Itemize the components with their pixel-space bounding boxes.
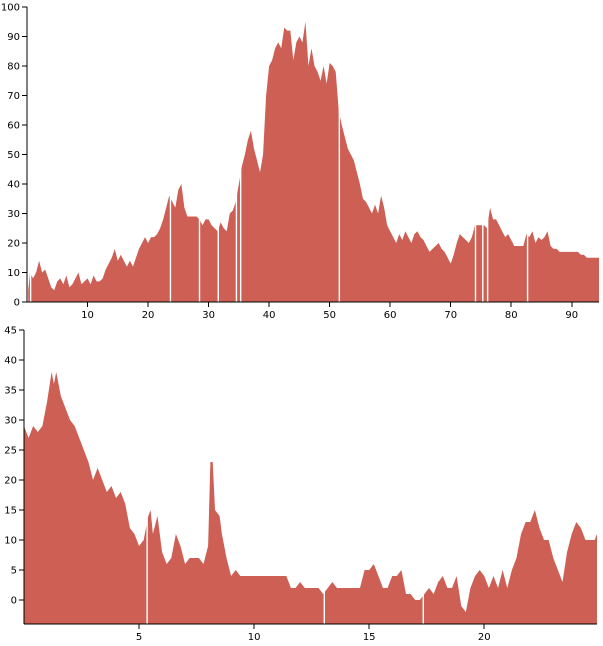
top-y-tick-label-6: 60 [7, 121, 20, 132]
area-chart-top: 0 10 20 30 40 50 60 70 80 90 100 10 20 30 40 50 60 70 80 90 [1, 3, 599, 321]
bottom-x-tick-label-0: 5 [136, 632, 142, 643]
area-chart-bottom: 0 5 10 15 20 25 30 35 40 45 5 10 15 20 [4, 326, 597, 643]
top-y-tick-label-7: 70 [7, 91, 20, 102]
bottom-area-series [24, 372, 597, 624]
bottom-y-tick-label-0: 0 [11, 596, 17, 607]
bottom-y-tick-label-3: 15 [4, 506, 17, 517]
bottom-y-tick-label-5: 25 [4, 446, 17, 457]
top-y-tick-label-5: 50 [7, 150, 20, 161]
bottom-y-tick-label-9: 45 [4, 326, 17, 337]
bottom-y-tick-label-2: 10 [4, 536, 17, 547]
top-y-tick-label-4: 40 [7, 180, 20, 191]
bottom-y-tick-label-1: 5 [11, 566, 17, 577]
top-y-tick-label-8: 80 [7, 62, 20, 73]
top-y-tick-label-1: 10 [7, 268, 20, 279]
top-x-tick-label-0: 10 [81, 310, 94, 321]
top-y-tick-label-0: 0 [14, 298, 20, 309]
top-area-series [28, 21, 599, 302]
top-x-tick-label-8: 90 [565, 310, 578, 321]
bottom-y-tick-label-4: 20 [4, 476, 17, 487]
top-x-tick-label-2: 30 [202, 310, 215, 321]
top-y-tick-label-3: 30 [7, 209, 20, 220]
bottom-y-tick-label-6: 30 [4, 416, 17, 427]
top-x-tick-label-3: 40 [263, 310, 276, 321]
bottom-x-tick-label-3: 20 [478, 632, 491, 643]
bottom-y-tick-label-7: 35 [4, 386, 17, 397]
top-x-tick-label-4: 50 [323, 310, 336, 321]
top-x-tick-label-5: 60 [384, 310, 397, 321]
top-x-tick-label-6: 70 [444, 310, 457, 321]
bottom-x-tick-label-2: 15 [363, 632, 376, 643]
top-y-tick-label-10: 100 [1, 3, 20, 14]
top-x-tick-label-7: 80 [505, 310, 518, 321]
bottom-x-tick-label-1: 10 [248, 632, 261, 643]
top-y-tick-label-2: 20 [7, 239, 20, 250]
top-y-tick-label-9: 90 [7, 32, 20, 43]
bottom-y-tick-label-8: 40 [4, 356, 17, 367]
top-x-tick-label-1: 20 [142, 310, 155, 321]
